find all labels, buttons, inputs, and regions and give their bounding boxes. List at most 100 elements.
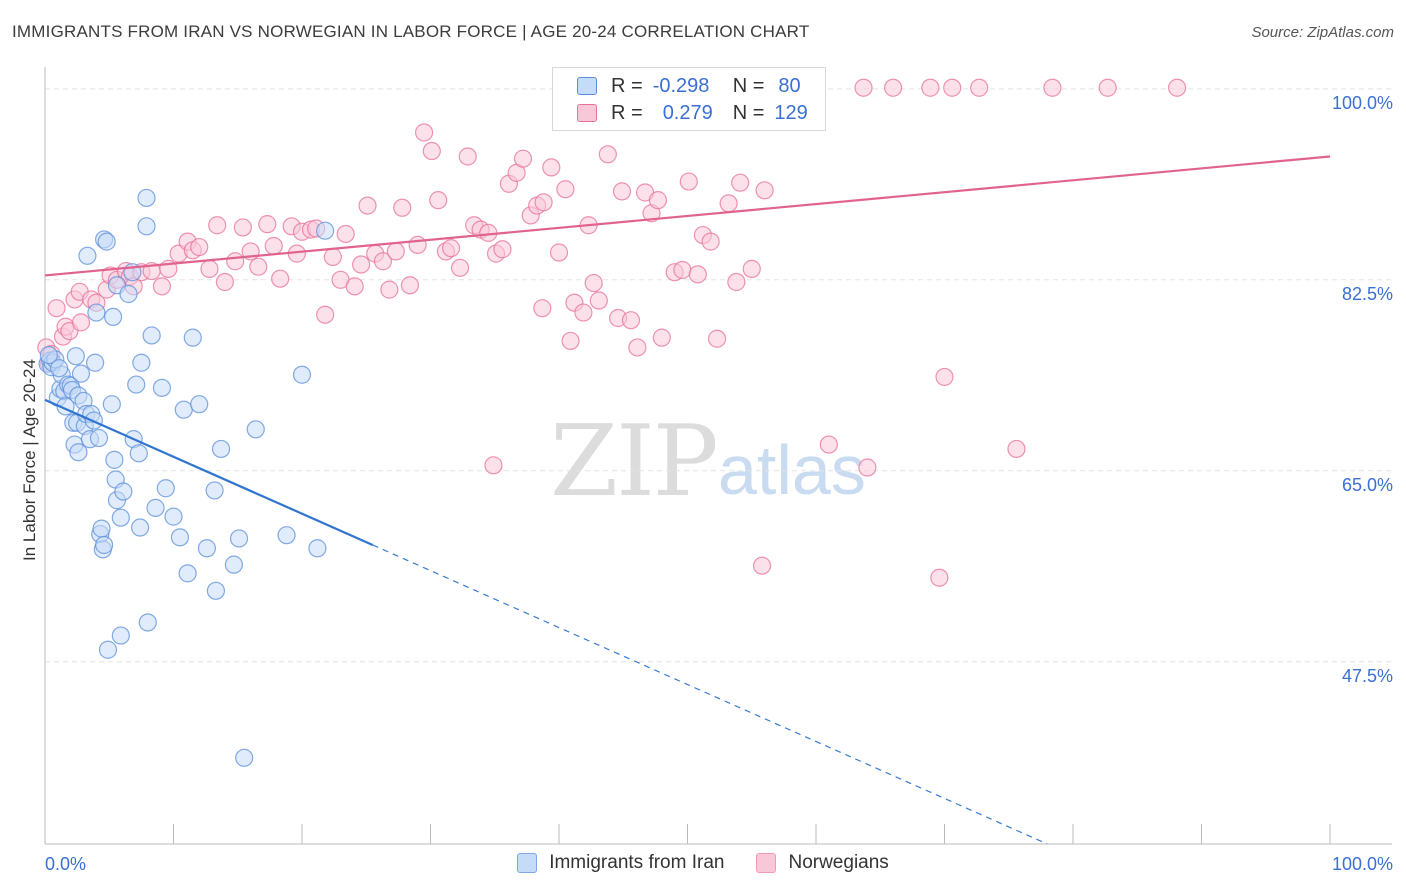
norwegian-trend-line: [44, 155, 1331, 277]
iran-point: [197, 539, 217, 558]
norwegian-point: [930, 568, 949, 587]
iran-point: [174, 400, 193, 419]
iran-point: [97, 232, 116, 251]
legend-swatch-blue: [577, 77, 597, 95]
iran-point: [92, 519, 111, 538]
norwegian-point: [358, 196, 377, 215]
norwegian-point: [215, 272, 234, 292]
norwegian-point: [258, 215, 277, 234]
norwegian-point: [493, 240, 512, 259]
norwegian-point: [679, 172, 698, 191]
norwegian-point: [513, 149, 533, 168]
norwegian-point: [386, 242, 405, 261]
norwegian-point: [458, 147, 477, 166]
norwegian-point: [752, 556, 772, 575]
norwegian-point: [648, 191, 668, 210]
iran-point: [246, 420, 265, 439]
norwegian-point: [393, 198, 412, 217]
norwegian-point: [819, 435, 838, 454]
norwegian-point: [316, 305, 335, 324]
y-tick-label: 65.0%: [1342, 475, 1393, 495]
iran-point: [178, 564, 197, 583]
iran-point: [111, 508, 130, 527]
iran-point: [138, 613, 157, 632]
y-tick-label: 100.0%: [1332, 93, 1393, 113]
iran-point: [111, 626, 130, 645]
norwegian-point: [755, 181, 774, 200]
iran-point: [190, 395, 209, 414]
iran-point: [78, 246, 97, 265]
n-value: 80: [778, 74, 801, 97]
norwegian-point: [561, 331, 580, 351]
iran-point: [142, 326, 161, 345]
norwegian-point: [731, 173, 750, 192]
norwegian-point: [422, 141, 441, 161]
legend-label: Norwegians: [788, 852, 889, 873]
legend-item-norwegians[interactable]: Norwegians: [756, 852, 889, 874]
norwegian-point: [584, 273, 603, 293]
n-label: N =: [732, 74, 765, 97]
norwegian-point: [943, 78, 962, 97]
iran-point: [129, 444, 148, 463]
iran-point: [146, 498, 165, 517]
iran-point: [164, 507, 183, 526]
norwegian-point: [208, 216, 227, 235]
legend-row-norwegians: R = 0.279 N = 129: [577, 101, 808, 125]
iran-point: [95, 535, 114, 555]
iran-point: [211, 439, 231, 459]
norwegian-point: [441, 239, 461, 258]
norwegian-point: [598, 145, 617, 164]
iran-point: [152, 378, 172, 397]
norwegian-point: [854, 78, 873, 97]
norwegian-point: [542, 158, 561, 177]
norwegian-point: [1167, 78, 1187, 97]
r-label: R =: [611, 74, 643, 97]
x-tick-label: 0.0%: [45, 854, 86, 874]
iran-point: [86, 353, 105, 372]
norwegian-point: [226, 252, 245, 271]
iran-point: [71, 364, 91, 383]
iran-trend-extension: [372, 544, 1048, 845]
norwegian-point: [534, 193, 553, 212]
norwegian-point: [574, 303, 593, 322]
iran-point: [105, 450, 124, 469]
norwegian-point: [549, 243, 569, 262]
norwegian-point: [921, 78, 940, 97]
norwegian-point: [533, 299, 552, 318]
iran-point: [183, 328, 202, 347]
norwegian-point: [190, 237, 209, 257]
norwegian-point: [271, 269, 290, 288]
y-tick-label: 47.5%: [1342, 666, 1393, 686]
norwegian-point: [345, 277, 364, 296]
iran-point: [308, 539, 327, 558]
iran-point: [132, 353, 151, 372]
n-label: N =: [732, 101, 765, 124]
norwegian-point: [556, 180, 575, 199]
iran-point: [66, 347, 85, 366]
iran-point: [292, 365, 312, 384]
iran-point: [89, 428, 109, 448]
iran-point: [39, 346, 58, 365]
norwegian-point: [1043, 78, 1062, 97]
norwegian-point: [352, 255, 371, 274]
iran-point: [229, 529, 249, 548]
iran-point: [50, 359, 69, 378]
r-value: 0.279: [662, 101, 713, 124]
legend-item-iran[interactable]: Immigrants from Iran: [517, 852, 724, 874]
norwegian-point: [612, 182, 632, 201]
norwegian-point: [233, 218, 252, 237]
norwegian-point: [429, 191, 448, 210]
norwegian-point: [323, 247, 342, 266]
norwegian-point: [883, 78, 903, 97]
iran-point: [316, 221, 335, 240]
legend-swatch-pink: [577, 104, 597, 122]
norwegian-point: [652, 328, 671, 347]
series-legend: Immigrants from Iran Norwegians: [0, 852, 1406, 874]
norwegian-point: [970, 78, 989, 97]
norwegian-point: [152, 277, 172, 296]
norwegian-point: [264, 236, 283, 256]
norwegian-point: [742, 259, 761, 278]
norwegian-point: [673, 260, 692, 280]
iran-point: [205, 481, 224, 500]
norwegian-point: [484, 456, 503, 475]
